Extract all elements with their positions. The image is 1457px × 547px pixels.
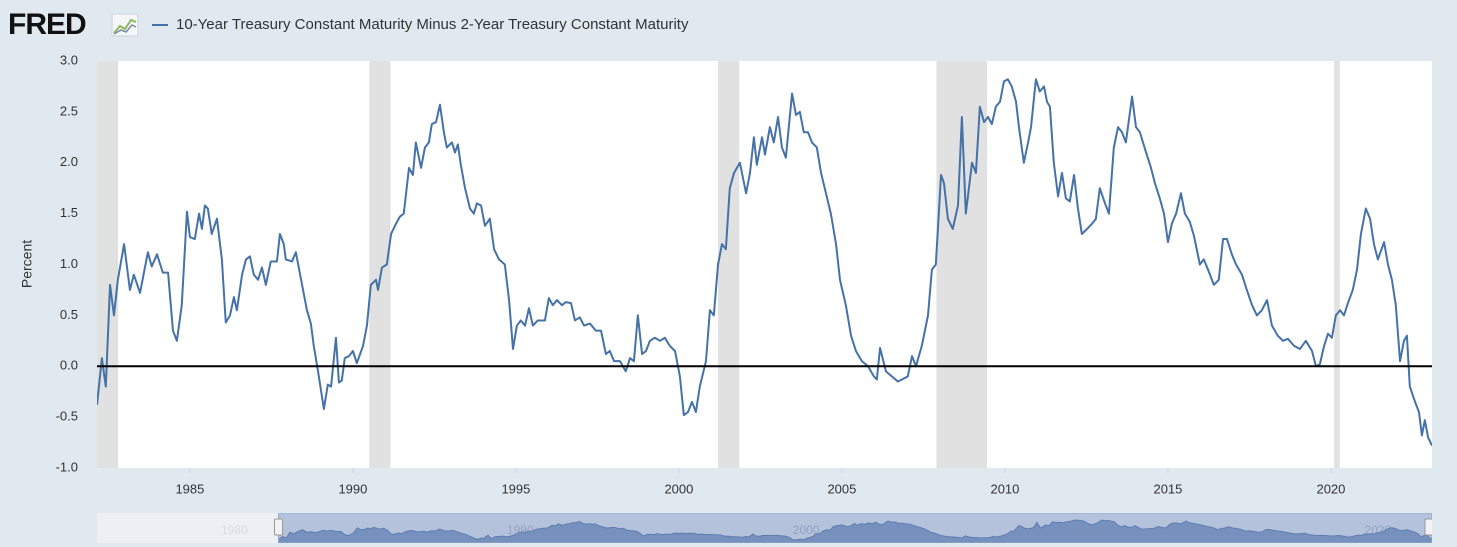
recession-band bbox=[97, 61, 119, 468]
x-tick-label: 2005 bbox=[827, 481, 856, 496]
x-tick-label: 1985 bbox=[175, 481, 204, 496]
x-tick-label: 2015 bbox=[1153, 481, 1182, 496]
y-tick-label: 2.0 bbox=[60, 154, 78, 169]
axis-layer: 3.0 2.5 2.0 1.5 1.0 0.5 0.0 -0.5 -1.0 1985 1990 199… bbox=[56, 52, 1346, 496]
legend-label: 10-Year Treasury Constant Maturity Minus… bbox=[176, 16, 689, 33]
x-tick-label: 2020 bbox=[1316, 481, 1345, 496]
recession-band bbox=[1334, 61, 1340, 468]
y-tick-label: -0.5 bbox=[56, 409, 78, 424]
y-axis-label: Percent bbox=[19, 240, 35, 288]
logo: FRED bbox=[8, 8, 86, 41]
y-tick-label: 2.5 bbox=[60, 103, 78, 118]
navigator-handle[interactable] bbox=[1424, 518, 1433, 536]
y-tick-label: -1.0 bbox=[56, 459, 78, 474]
plot-layer bbox=[97, 78, 1432, 447]
x-tick-label: 2010 bbox=[990, 481, 1019, 496]
navigator-area bbox=[278, 519, 1432, 543]
y-tick-label: 0.5 bbox=[60, 307, 78, 322]
x-tick-label: 1990 bbox=[338, 481, 367, 496]
x-tick-label: 1995 bbox=[501, 481, 530, 496]
recession-band bbox=[718, 61, 740, 468]
navigator-tick-label: 2000 bbox=[793, 523, 820, 537]
x-tick-label: 2000 bbox=[664, 481, 693, 496]
y-tick-label: 1.5 bbox=[60, 205, 78, 220]
plot-area bbox=[97, 61, 1432, 468]
y-tick-label: 0.0 bbox=[60, 358, 78, 373]
navigator-selection bbox=[278, 513, 1432, 543]
navigator-tick-label: 2010 bbox=[1079, 523, 1106, 537]
navigator-layer[interactable]: 19801990200020102020 bbox=[97, 513, 1449, 543]
series-line bbox=[97, 78, 1432, 447]
navigator-tick-label: 1990 bbox=[507, 523, 534, 537]
y-tick-label: 3.0 bbox=[60, 52, 78, 67]
navigator-handle[interactable] bbox=[274, 518, 284, 536]
logo-icon bbox=[111, 13, 139, 37]
navigator-unselected bbox=[97, 513, 279, 543]
navigator-tick-label: 2020 bbox=[1365, 523, 1392, 537]
y-tick-label: 1.0 bbox=[60, 256, 78, 271]
